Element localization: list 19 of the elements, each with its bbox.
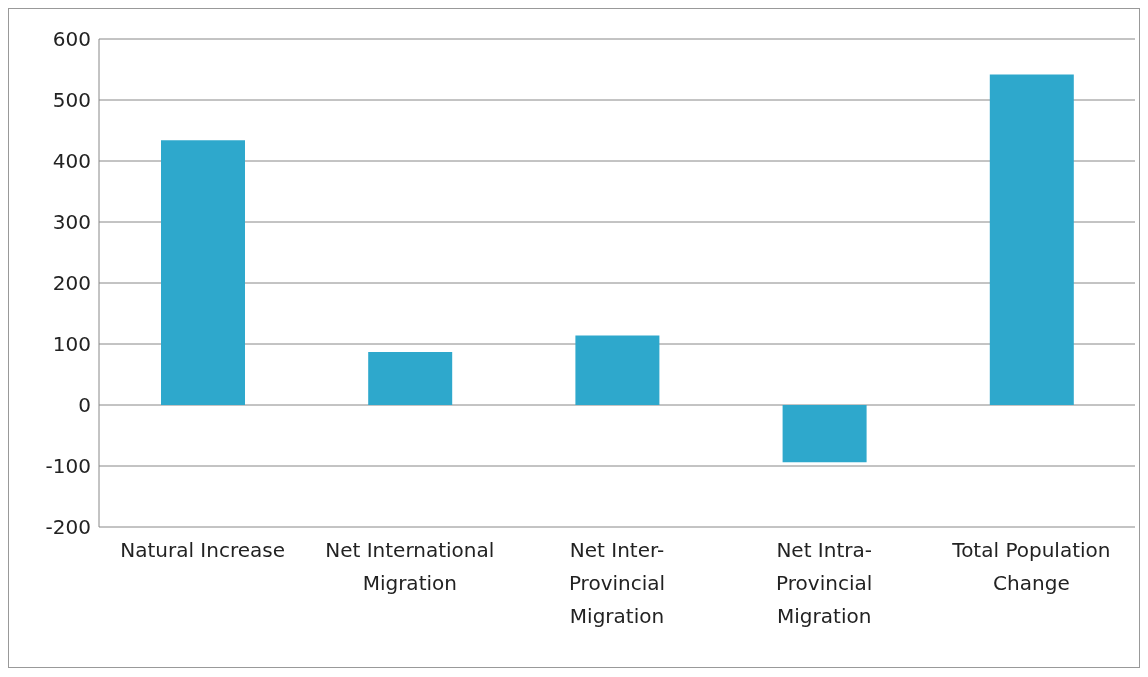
y-tick-label: 600 (52, 27, 91, 52)
x-tick-label: Net Intra-Provincial Migration (776, 538, 873, 628)
bar (989, 74, 1074, 405)
bar (782, 405, 867, 463)
y-tick-label: 100 (52, 332, 91, 357)
bar (575, 335, 660, 405)
y-tick-label: 500 (52, 88, 91, 113)
y-tick-label: 300 (52, 210, 91, 235)
x-tick-label: Total Population Change (951, 538, 1111, 595)
x-tick-label: Net Inter-Provincial Migration (568, 538, 666, 628)
y-tick-label: -100 (45, 454, 91, 479)
y-tick-label: -200 (45, 515, 91, 540)
y-tick-label: 200 (52, 271, 91, 296)
y-tick-label: 400 (52, 149, 91, 174)
x-tick-label: Net International Migration (325, 538, 495, 595)
bar (161, 140, 245, 405)
y-tick-label: 0 (78, 393, 91, 418)
bar (368, 351, 453, 405)
x-tick-label: Natural Increase (120, 538, 285, 562)
